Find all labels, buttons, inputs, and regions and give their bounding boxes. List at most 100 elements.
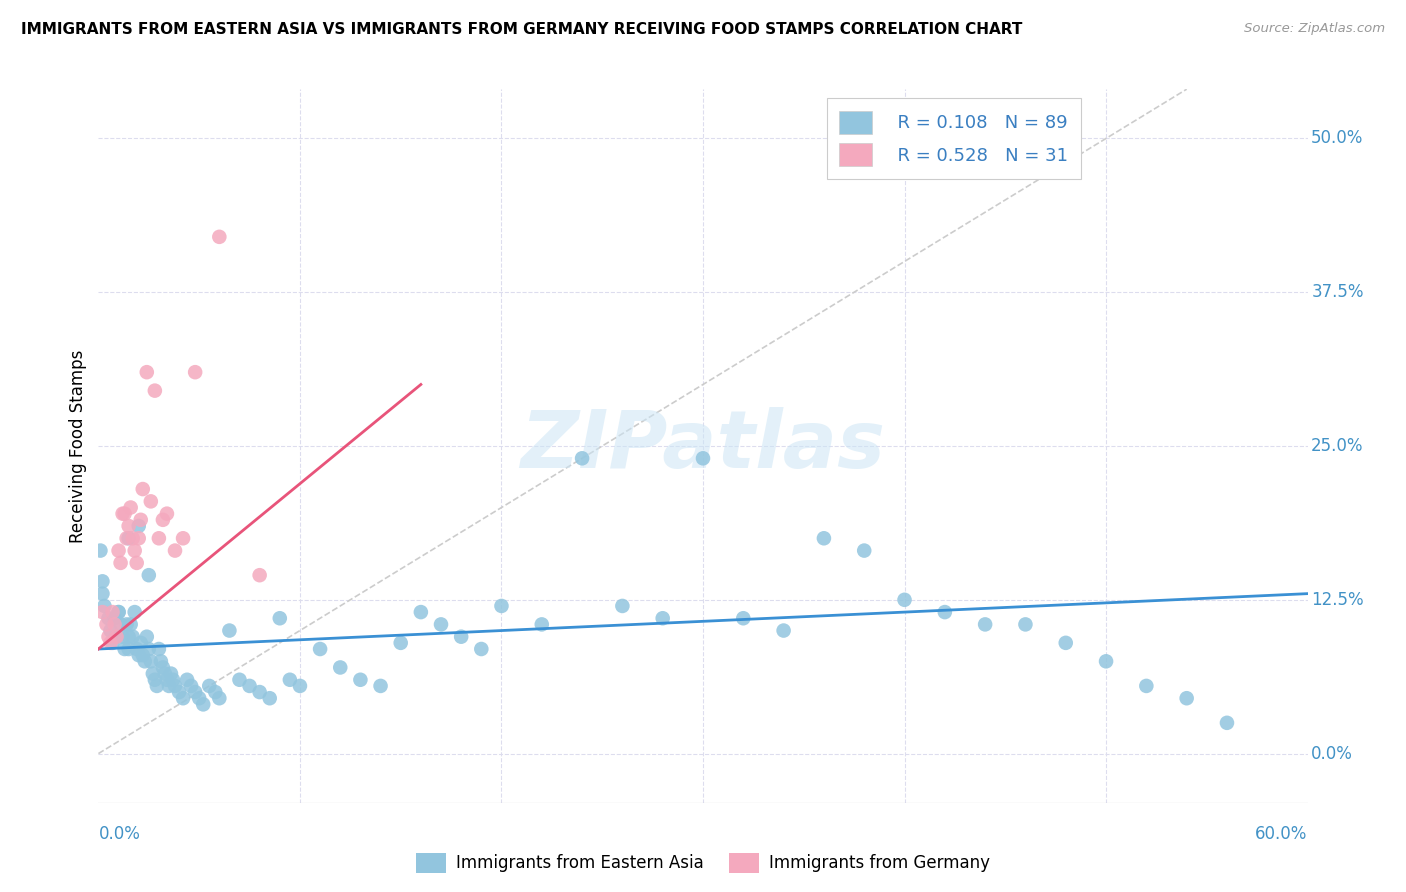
Point: [93, 599, 115, 613]
Point: [111, 507, 134, 521]
Point: [101, 605, 124, 619]
Point: [100, 636, 122, 650]
Point: [172, 531, 194, 545]
Point: [132, 482, 155, 496]
Point: [125, 556, 148, 570]
Point: [143, 673, 166, 687]
Point: [139, 494, 162, 508]
Point: [152, 660, 174, 674]
Point: [167, 685, 190, 699]
Point: [176, 673, 198, 687]
Point: [107, 543, 129, 558]
Point: [163, 679, 186, 693]
Text: 60.0%: 60.0%: [1256, 825, 1308, 843]
Point: [172, 691, 194, 706]
Point: [97, 611, 120, 625]
Point: [184, 365, 207, 379]
Point: [120, 500, 142, 515]
Point: [148, 642, 170, 657]
Point: [97, 630, 120, 644]
Point: [91, 574, 114, 589]
Point: [370, 679, 392, 693]
Point: [288, 679, 311, 693]
Point: [121, 630, 143, 644]
Point: [1175, 691, 1198, 706]
Point: [184, 685, 207, 699]
Point: [107, 605, 129, 619]
Point: [491, 599, 513, 613]
Point: [156, 673, 179, 687]
Point: [813, 531, 835, 545]
Point: [530, 617, 553, 632]
Point: [278, 673, 301, 687]
Legend:   R = 0.108   N = 89,   R = 0.528   N = 31: R = 0.108 N = 89, R = 0.528 N = 31: [827, 98, 1081, 179]
Text: 0.0%: 0.0%: [1312, 745, 1353, 763]
Point: [124, 605, 146, 619]
Point: [135, 630, 157, 644]
Point: [409, 605, 432, 619]
Point: [143, 384, 166, 398]
Text: 50.0%: 50.0%: [1312, 129, 1364, 147]
Point: [107, 605, 129, 619]
Point: [121, 531, 143, 545]
Point: [134, 654, 156, 668]
Point: [129, 513, 152, 527]
Point: [100, 624, 122, 638]
Point: [110, 617, 132, 632]
Point: [249, 568, 271, 582]
Y-axis label: Receiving Food Stamps: Receiving Food Stamps: [69, 350, 87, 542]
Point: [142, 666, 165, 681]
Point: [228, 673, 250, 687]
Text: 12.5%: 12.5%: [1312, 591, 1364, 609]
Point: [389, 636, 412, 650]
Point: [110, 556, 132, 570]
Point: [146, 679, 169, 693]
Point: [118, 642, 141, 657]
Point: [163, 543, 186, 558]
Point: [96, 617, 118, 632]
Point: [772, 624, 794, 638]
Point: [733, 611, 755, 625]
Text: 0.0%: 0.0%: [98, 825, 141, 843]
Point: [571, 451, 593, 466]
Point: [135, 365, 157, 379]
Point: [853, 543, 876, 558]
Point: [160, 666, 183, 681]
Point: [349, 673, 371, 687]
Point: [148, 531, 170, 545]
Point: [118, 630, 141, 644]
Point: [1216, 715, 1239, 730]
Point: [259, 691, 281, 706]
Point: [450, 630, 472, 644]
Point: [430, 617, 453, 632]
Point: [129, 636, 152, 650]
Point: [204, 685, 226, 699]
Point: [180, 679, 202, 693]
Point: [249, 685, 271, 699]
Point: [111, 630, 134, 644]
Point: [239, 679, 262, 693]
Point: [269, 611, 291, 625]
Point: [692, 451, 714, 466]
Point: [309, 642, 332, 657]
Point: [114, 507, 136, 521]
Point: [208, 230, 231, 244]
Point: [101, 636, 124, 650]
Point: [193, 698, 215, 712]
Text: 37.5%: 37.5%: [1312, 283, 1364, 301]
Point: [153, 666, 176, 681]
Point: [1135, 679, 1157, 693]
Point: [128, 519, 150, 533]
Point: [974, 617, 997, 632]
Point: [162, 673, 184, 687]
Point: [149, 654, 172, 668]
Point: [128, 648, 150, 662]
Point: [105, 630, 128, 644]
Point: [208, 691, 231, 706]
Point: [120, 617, 142, 632]
Text: 25.0%: 25.0%: [1312, 437, 1364, 455]
Text: Source: ZipAtlas.com: Source: ZipAtlas.com: [1244, 22, 1385, 36]
Point: [118, 531, 141, 545]
Point: [157, 679, 180, 693]
Point: [132, 648, 155, 662]
